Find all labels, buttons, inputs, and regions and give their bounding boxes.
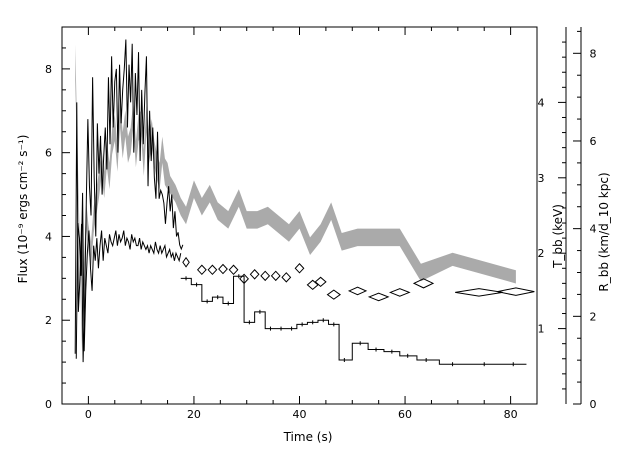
x-tick-label: 0 bbox=[85, 408, 92, 421]
temperature-error-diamond bbox=[228, 264, 239, 276]
temperature-error-diamond bbox=[218, 263, 228, 275]
temperature-error-diamond bbox=[196, 264, 207, 276]
y-temp-tick-label: 2 bbox=[538, 247, 545, 260]
axes-frame bbox=[61, 26, 582, 405]
y-right-outer-axis-label: R_bb (km/d_10 kpc) bbox=[597, 172, 611, 291]
temperature-error-diamond bbox=[347, 286, 368, 296]
temperature-error-diamond bbox=[249, 269, 260, 280]
temperature-error-diamond bbox=[367, 292, 390, 302]
y-radius-tick-label: 4 bbox=[590, 223, 597, 236]
y-left-tick-label: 4 bbox=[45, 230, 52, 243]
x-tick-label: 60 bbox=[398, 408, 412, 421]
x-tick-label: 80 bbox=[504, 408, 518, 421]
y-temp-tick-label: 3 bbox=[538, 172, 545, 185]
y-radius-tick-label: 2 bbox=[590, 310, 597, 323]
x-tick-label: 40 bbox=[293, 408, 307, 421]
temperature-error-diamond bbox=[497, 287, 535, 296]
y-temp-tick-label: 4 bbox=[538, 96, 545, 109]
y-left-tick-label: 0 bbox=[45, 398, 52, 411]
y-temp-tick-label: 1 bbox=[538, 323, 545, 336]
y-left-tick-label: 8 bbox=[45, 63, 52, 76]
temperature-error-diamond bbox=[182, 256, 190, 268]
y-radius-tick-label: 8 bbox=[590, 47, 597, 60]
temperature-error-diamond bbox=[412, 278, 435, 289]
series-layer bbox=[74, 39, 535, 367]
y-left-tick-label: 6 bbox=[45, 147, 52, 160]
temperature-error-diamond bbox=[314, 276, 327, 288]
x-axis-label: Time (s) bbox=[283, 430, 333, 444]
y-radius-tick-label: 6 bbox=[590, 135, 597, 148]
temperature-curve-line bbox=[75, 192, 182, 359]
temperature-error-diamond bbox=[260, 270, 271, 282]
temperature-error-diamond bbox=[281, 272, 292, 283]
x-tick-label: 20 bbox=[187, 408, 201, 421]
y-right-inner-axis-label: T_bb (keV) bbox=[551, 204, 565, 269]
temperature-error-diamond bbox=[306, 279, 319, 291]
temperature-error-diamond bbox=[388, 288, 411, 297]
temperature-error-diamond bbox=[270, 270, 281, 282]
y-left-tick-label: 2 bbox=[45, 314, 52, 327]
temperature-error-diamond bbox=[207, 264, 218, 276]
y-left-axis-label: Flux (10⁻⁹ ergs cm⁻² s⁻¹) bbox=[16, 135, 30, 284]
flux-lightcurve-line bbox=[74, 39, 184, 363]
temperature-error-diamond bbox=[326, 289, 341, 300]
flux-binned-step bbox=[180, 275, 527, 365]
temperature-error-diamond bbox=[239, 273, 249, 285]
temperature-error-diamond bbox=[294, 263, 305, 274]
temperature-error-diamond bbox=[455, 288, 503, 297]
y-radius-tick-label: 0 bbox=[590, 398, 597, 411]
